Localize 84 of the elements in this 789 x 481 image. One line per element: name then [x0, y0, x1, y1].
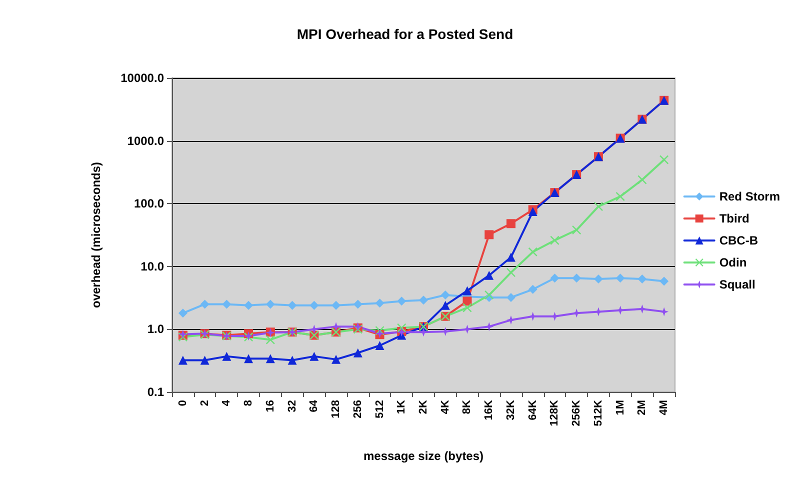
point — [200, 356, 210, 365]
x-tick-label: 16K — [483, 400, 496, 420]
point — [353, 300, 362, 309]
x-tick-label: 2M — [636, 400, 648, 416]
point — [660, 276, 669, 286]
x-tick-label: 64K — [526, 400, 539, 420]
point — [484, 230, 494, 240]
point — [288, 300, 297, 310]
y-tick-label: 0.1 — [147, 385, 164, 399]
point — [506, 252, 516, 262]
point — [244, 354, 254, 364]
x-tick-label: 128K — [548, 400, 561, 426]
x-tick-label: 4 — [220, 399, 233, 406]
x-tick-label: 1K — [396, 400, 408, 414]
point — [462, 296, 472, 306]
chart-title: MPI Overhead for a Posted Send — [296, 26, 514, 42]
x-tick-label: 8 — [242, 400, 255, 406]
x-tick-label: 4M — [658, 400, 670, 416]
point — [572, 225, 582, 234]
y-tick-label: 100.0 — [134, 196, 164, 211]
x-tick-label: 1M — [614, 400, 626, 416]
point — [528, 247, 538, 256]
point — [222, 352, 232, 361]
y-tick-label: 1000.0 — [127, 134, 164, 148]
point — [616, 274, 625, 283]
point — [638, 274, 647, 284]
point — [266, 300, 275, 309]
x-tick-label: 16 — [264, 400, 276, 412]
x-tick-label: 32K — [504, 400, 517, 420]
legend-label: Tbird — [719, 212, 750, 226]
legend-label: Red Storm — [719, 190, 780, 204]
x-axis-title: message size (bytes) — [363, 449, 484, 463]
point — [353, 348, 362, 358]
point — [244, 300, 254, 310]
point — [397, 323, 406, 332]
x-tick-label: 8K — [461, 400, 474, 414]
point — [266, 335, 275, 344]
point — [266, 354, 275, 364]
x-tick-label: 512 — [374, 400, 386, 418]
x-tick-label: 0 — [176, 400, 189, 406]
legend-label: CBC-B — [719, 234, 758, 248]
point — [506, 219, 516, 228]
x-tick-label: 128 — [330, 400, 342, 418]
point — [660, 307, 669, 316]
x-tick-label: 4K — [439, 400, 452, 414]
y-axis-title: overhead (microseconds) — [89, 162, 103, 308]
x-tick-label: 32 — [286, 400, 298, 412]
point — [375, 298, 384, 308]
point — [200, 300, 210, 309]
x-tick-label: 256 — [352, 400, 364, 418]
point — [419, 296, 428, 305]
point — [528, 284, 538, 294]
point — [222, 300, 232, 309]
x-tick-label: 64 — [308, 399, 320, 412]
point — [572, 274, 582, 283]
point — [462, 286, 472, 296]
point — [462, 324, 472, 334]
point — [178, 308, 188, 318]
point — [594, 274, 603, 284]
point — [440, 290, 450, 300]
point — [375, 341, 384, 350]
legend-label: Odin — [719, 256, 747, 270]
point — [550, 274, 560, 283]
point — [332, 300, 341, 310]
point — [616, 192, 625, 201]
point — [484, 270, 494, 280]
point — [397, 296, 406, 306]
legend-label: Squall — [719, 278, 756, 292]
point — [178, 356, 188, 365]
x-tick-label: 2 — [198, 400, 211, 406]
y-tick-label: 10.0 — [140, 259, 164, 274]
y-tick-label: 1.0 — [147, 322, 164, 336]
y-tick-label: 10000.0 — [120, 71, 164, 85]
point — [506, 316, 516, 325]
x-tick-label: 2K — [418, 400, 430, 414]
point — [660, 155, 669, 164]
x-tick-label: 256K — [570, 400, 583, 426]
point — [550, 236, 560, 245]
point — [310, 300, 319, 310]
point — [332, 354, 341, 364]
point — [310, 352, 319, 361]
point — [288, 356, 297, 365]
x-tick-label: 512K — [592, 400, 604, 426]
point — [310, 324, 319, 334]
